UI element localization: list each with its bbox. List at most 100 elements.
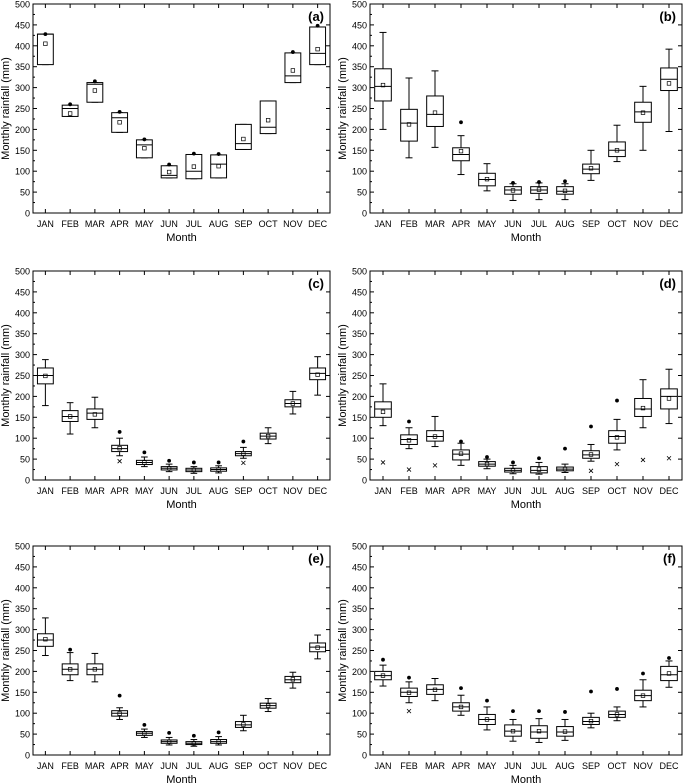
outlier-high	[459, 686, 463, 691]
box-may	[135, 723, 153, 738]
chart-panel-b: 0 50 100 150 200 250 300 350 400 450 500 JAN FEB MAR A…	[337, 0, 683, 244]
outlier-high	[537, 180, 541, 184]
y-tick-label: 0	[362, 751, 367, 761]
outlier-high	[68, 647, 73, 652]
panel-label: (c)	[308, 276, 324, 291]
mean-marker	[458, 704, 464, 710]
mean-marker	[241, 136, 246, 142]
mean-marker	[43, 41, 48, 46]
mean-marker	[315, 645, 320, 650]
x-tick-label: MAY	[478, 486, 497, 496]
y-tick-label: 450	[352, 562, 367, 572]
mean-marker	[265, 703, 271, 708]
y-tick-label: 450	[352, 20, 367, 30]
box-nov	[634, 671, 652, 708]
mean-marker	[216, 739, 221, 744]
x-tick-label: MAY	[135, 761, 154, 771]
y-tick-label: 400	[15, 308, 30, 318]
y-axis-title: Monthly rainfall (mm)	[337, 57, 349, 160]
box-iqr	[160, 165, 178, 179]
box-mar	[86, 652, 104, 683]
mean-marker	[536, 729, 542, 734]
outlier-high	[117, 430, 122, 434]
outlier-low	[406, 467, 412, 472]
x-tick-label: DEC	[659, 219, 679, 229]
x-tick-label: JUL	[531, 219, 547, 229]
outlier-high	[381, 657, 385, 662]
box-jan	[374, 383, 392, 465]
mean-marker	[640, 110, 646, 115]
box-iqr	[185, 153, 203, 180]
mean-marker	[241, 451, 246, 456]
y-tick-label: 450	[15, 287, 30, 297]
mean-marker	[117, 446, 122, 451]
box-aug	[556, 446, 574, 473]
outlier-high	[191, 151, 196, 156]
mean-marker	[265, 433, 271, 439]
mean-marker	[67, 667, 73, 672]
x-tick-label: MAR	[425, 219, 446, 229]
box-oct	[259, 100, 277, 135]
panel-label: (e)	[308, 551, 324, 566]
box-iqr	[135, 139, 153, 159]
mean-marker	[614, 712, 620, 717]
mean-marker	[510, 729, 516, 734]
chart-panel-c: 0 50 100 150 200 250 300 350 400 450 500 JAN FEB MAR A…	[0, 267, 331, 511]
outlier-high	[511, 181, 515, 185]
x-tick-label: JAN	[37, 219, 54, 229]
box-feb	[61, 102, 79, 117]
box-oct	[608, 398, 626, 467]
x-tick-label: MAY	[478, 761, 497, 771]
chart-panel-a: 0 50 100 150 200 250 300 350 400 450 500 JAN FEB MAR A…	[0, 0, 331, 244]
mean-marker	[614, 435, 620, 440]
outlier-high	[563, 179, 567, 184]
outlier-high	[241, 439, 246, 444]
x-tick-label: SEP	[582, 761, 600, 771]
x-tick-label: APR	[452, 219, 471, 229]
y-tick-label: 450	[15, 20, 30, 30]
x-axis-title: Month	[166, 774, 197, 784]
y-tick-label: 450	[15, 562, 30, 572]
outlier-high	[485, 455, 489, 459]
x-tick-label: APR	[452, 761, 471, 771]
outlier-high	[459, 120, 463, 125]
y-tick-label: 0	[362, 476, 367, 486]
y-tick-label: 500	[352, 0, 367, 10]
mean-marker	[484, 461, 490, 467]
box-feb	[61, 402, 79, 435]
mean-marker	[562, 188, 568, 193]
chart-panel-d: 0 50 100 150 200 250 300 350 400 450 500 JAN FEB MAR A…	[337, 267, 683, 511]
mean-marker	[43, 637, 48, 642]
mean-marker	[315, 46, 320, 52]
box-iqr	[111, 112, 129, 133]
y-tick-label: 50	[20, 730, 30, 740]
y-tick-label: 350	[352, 62, 367, 72]
y-tick-label: 500	[15, 542, 30, 552]
box-jul	[185, 733, 203, 747]
y-tick-label: 500	[15, 0, 30, 10]
outlier-low	[640, 457, 646, 463]
x-axis-title: Month	[511, 499, 542, 511]
y-tick-label: 50	[20, 188, 30, 198]
outlier-low	[666, 455, 672, 461]
mean-marker	[640, 693, 646, 698]
outlier-high	[117, 109, 122, 114]
outlier-high	[68, 102, 73, 107]
x-tick-label: OCT	[608, 761, 628, 771]
y-axis-title: Monthly rainfall (mm)	[0, 324, 12, 427]
outlier-high	[485, 698, 489, 703]
box-oct	[608, 687, 626, 722]
y-tick-label: 250	[15, 104, 30, 114]
mean-marker	[640, 405, 646, 411]
y-tick-label: 500	[352, 267, 367, 277]
x-tick-label: MAR	[425, 486, 446, 496]
box-iqr	[61, 104, 79, 117]
y-tick-label: 150	[15, 413, 30, 423]
outlier-high	[511, 460, 515, 465]
chart-panel-e: 0 50 100 150 200 250 300 350 400 450 500 JAN FEB MAR A…	[0, 542, 331, 784]
box-aug	[556, 710, 574, 741]
mean-marker	[191, 164, 197, 169]
y-tick-label: 300	[15, 350, 30, 360]
y-tick-label: 50	[357, 455, 367, 465]
